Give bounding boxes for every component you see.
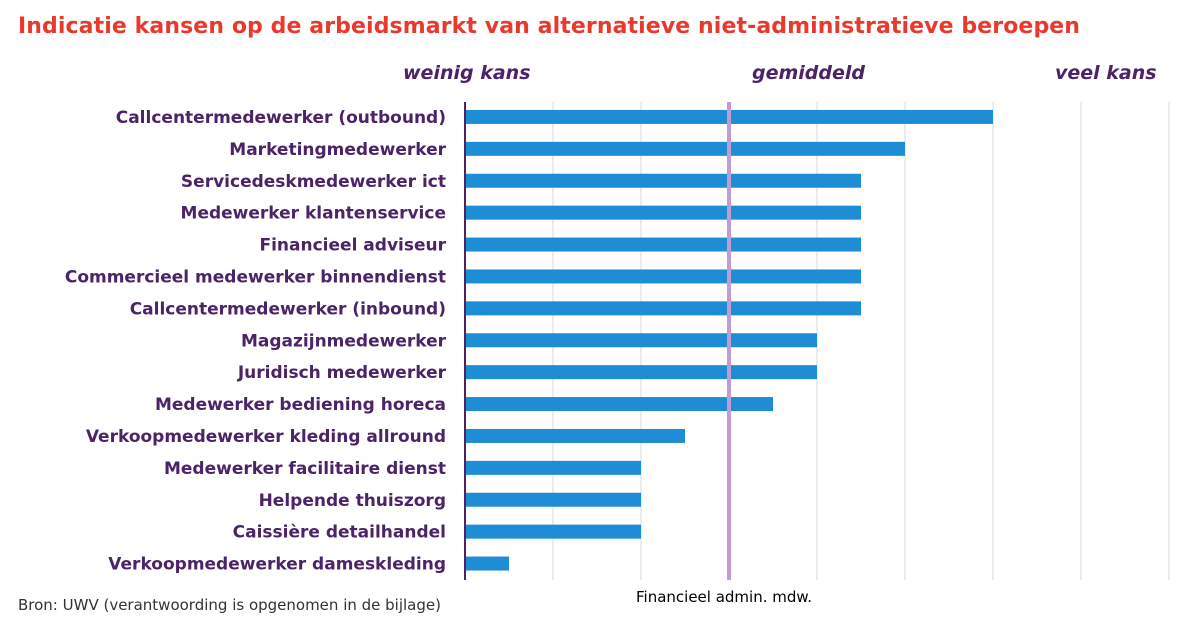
bar — [465, 556, 509, 571]
bar — [465, 428, 685, 443]
bar — [465, 269, 861, 284]
category-label: Callcentermedewerker (outbound) — [116, 108, 446, 128]
zone-label-high: veel kans — [1055, 62, 1157, 84]
bar — [465, 365, 817, 380]
category-label: Medewerker facilitaire dienst — [164, 459, 446, 479]
category-label: Marketingmedewerker — [229, 140, 446, 160]
category-label: Financieel adviseur — [259, 236, 446, 256]
category-label: Servicedeskmedewerker ict — [181, 172, 446, 192]
reference-label: Financieel admin. mdw. — [636, 588, 813, 606]
category-label: Helpende thuiszorg — [259, 491, 446, 511]
category-label: Verkoopmedewerker kleding allround — [86, 427, 446, 447]
bar — [465, 173, 861, 188]
category-label: Juridisch medewerker — [237, 363, 447, 383]
bar — [465, 237, 861, 252]
bar — [465, 141, 905, 156]
bar — [465, 205, 861, 220]
zone-label-average: gemiddeld — [752, 62, 865, 84]
bar — [465, 460, 641, 475]
bar — [465, 301, 861, 316]
category-label: Caissière detailhandel — [233, 523, 446, 543]
category-label: Commercieel medewerker binnendienst — [65, 267, 446, 287]
bar — [465, 397, 773, 412]
bar — [465, 524, 641, 539]
category-label: Magazijnmedewerker — [241, 331, 447, 351]
category-label: Callcentermedewerker (inbound) — [130, 299, 446, 319]
category-label: Verkoopmedewerker dameskleding — [108, 555, 446, 575]
bar — [465, 492, 641, 507]
chart-title: Indicatie kansen op de arbeidsmarkt van … — [18, 14, 1081, 39]
zone-label-low: weinig kans — [403, 62, 531, 84]
source-note: Bron: UWV (verantwoording is opgenomen i… — [18, 596, 441, 614]
category-label: Medewerker klantenservice — [181, 204, 446, 224]
category-label: Medewerker bediening horeca — [155, 395, 446, 415]
bar — [465, 333, 817, 348]
